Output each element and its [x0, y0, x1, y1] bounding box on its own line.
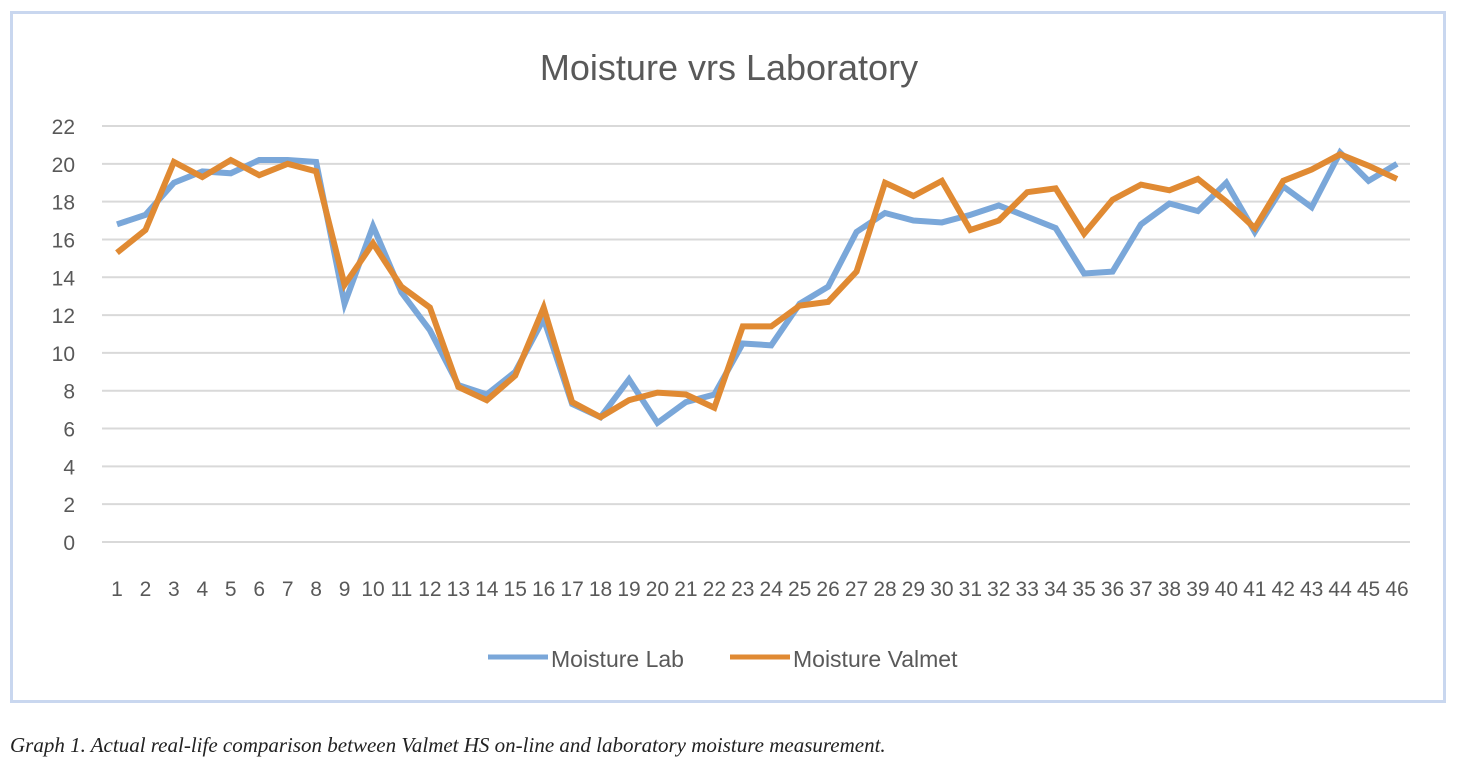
x-tick-label: 21 — [674, 578, 697, 601]
x-tick-label: 29 — [902, 578, 925, 601]
x-tick-label: 18 — [589, 578, 612, 601]
x-tick-label: 40 — [1215, 578, 1238, 601]
y-tick-label: 12 — [52, 305, 75, 328]
x-tick-label: 28 — [873, 578, 896, 601]
x-tick-label: 42 — [1272, 578, 1295, 601]
x-tick-label: 3 — [168, 578, 180, 601]
x-tick-label: 10 — [361, 578, 384, 601]
x-tick-label: 6 — [253, 578, 265, 601]
x-tick-label: 7 — [282, 578, 294, 601]
x-tick-label: 36 — [1101, 578, 1124, 601]
x-tick-label: 38 — [1158, 578, 1181, 601]
x-tick-label: 4 — [196, 578, 208, 601]
x-tick-label: 20 — [646, 578, 669, 601]
x-tick-label: 5 — [225, 578, 237, 601]
x-tick-label: 41 — [1243, 578, 1266, 601]
x-tick-label: 30 — [930, 578, 953, 601]
x-tick-label: 31 — [959, 578, 982, 601]
x-tick-label: 23 — [731, 578, 754, 601]
series-line-valmet — [115, 151, 1399, 421]
x-tick-label: 39 — [1186, 578, 1209, 601]
chart-title: Moisture vrs Laboratory — [540, 47, 918, 88]
y-tick-label: 18 — [52, 192, 75, 215]
x-tick-label: 12 — [418, 578, 441, 601]
legend-label: Moisture Valmet — [793, 646, 958, 672]
x-tick-label: 32 — [987, 578, 1010, 601]
x-tick-label: 45 — [1357, 578, 1380, 601]
y-tick-label: 22 — [52, 116, 75, 139]
x-tick-label: 11 — [391, 578, 413, 601]
x-tick-label: 13 — [447, 578, 470, 601]
x-tick-label: 22 — [703, 578, 726, 601]
x-tick-label: 33 — [1016, 578, 1039, 601]
x-tick-label: 37 — [1129, 578, 1152, 601]
x-tick-label: 9 — [339, 578, 351, 601]
x-tick-label: 25 — [788, 578, 811, 601]
series-line-lab — [116, 147, 1399, 428]
legend-label: Moisture Lab — [551, 646, 684, 672]
x-tick-label: 15 — [504, 578, 527, 601]
y-tick-label: 8 — [63, 381, 75, 404]
x-tick-label: 2 — [140, 578, 152, 601]
x-tick-label: 26 — [816, 578, 839, 601]
x-tick-label: 27 — [845, 578, 868, 601]
x-tick-label: 34 — [1044, 578, 1068, 601]
x-tick-label: 43 — [1300, 578, 1323, 601]
figure-caption: Graph 1. Actual real-life comparison bet… — [10, 733, 886, 757]
x-tick-label: 24 — [760, 578, 784, 601]
y-tick-label: 2 — [63, 494, 75, 517]
x-tick-label: 44 — [1328, 578, 1352, 601]
x-tick-label: 8 — [310, 578, 322, 601]
y-tick-label: 20 — [52, 154, 75, 177]
x-tick-label: 35 — [1072, 578, 1095, 601]
y-tick-label: 16 — [52, 229, 75, 252]
y-tick-label: 0 — [63, 532, 75, 555]
y-tick-label: 14 — [52, 267, 76, 290]
x-tick-label: 17 — [560, 578, 583, 601]
x-tick-label: 19 — [617, 578, 640, 601]
y-tick-label: 4 — [63, 456, 75, 479]
x-tick-label: 46 — [1385, 578, 1408, 601]
x-tick-label: 14 — [475, 578, 499, 601]
y-tick-label: 6 — [63, 419, 75, 442]
x-tick-label: 16 — [532, 578, 555, 601]
x-tick-label: 1 — [111, 578, 123, 601]
y-tick-label: 10 — [52, 343, 75, 366]
